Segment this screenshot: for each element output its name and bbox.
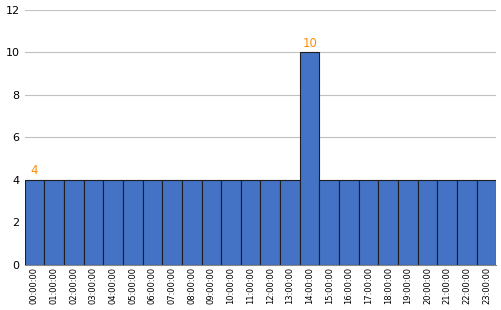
Bar bbox=[142, 179, 162, 264]
Bar bbox=[319, 179, 339, 264]
Bar bbox=[339, 179, 358, 264]
Bar bbox=[397, 179, 417, 264]
Bar bbox=[44, 179, 64, 264]
Bar bbox=[299, 52, 319, 264]
Bar bbox=[64, 179, 83, 264]
Bar bbox=[417, 179, 436, 264]
Bar bbox=[280, 179, 299, 264]
Bar bbox=[103, 179, 123, 264]
Bar bbox=[260, 179, 280, 264]
Bar bbox=[456, 179, 476, 264]
Bar bbox=[358, 179, 378, 264]
Bar bbox=[181, 179, 201, 264]
Bar bbox=[201, 179, 221, 264]
Bar bbox=[83, 179, 103, 264]
Text: 10: 10 bbox=[302, 37, 317, 50]
Bar bbox=[476, 179, 495, 264]
Bar bbox=[436, 179, 456, 264]
Bar bbox=[123, 179, 142, 264]
Bar bbox=[25, 179, 44, 264]
Text: 4: 4 bbox=[31, 164, 38, 177]
Bar bbox=[162, 179, 181, 264]
Bar bbox=[378, 179, 397, 264]
Bar bbox=[240, 179, 260, 264]
Bar bbox=[221, 179, 240, 264]
